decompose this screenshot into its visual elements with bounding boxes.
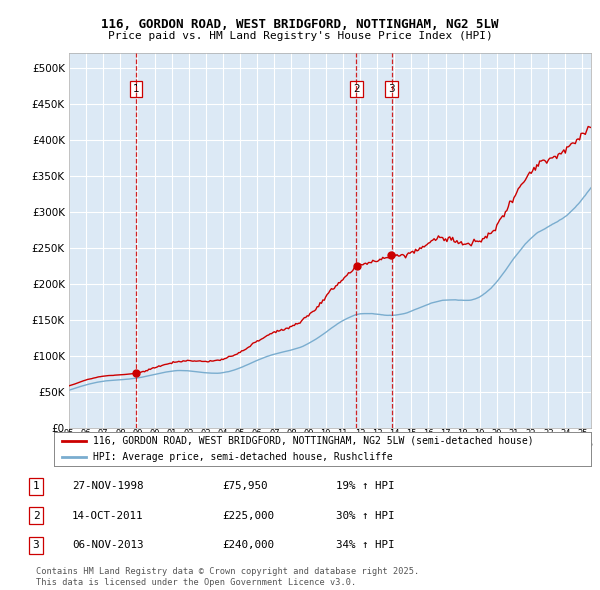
Text: 06-NOV-2013: 06-NOV-2013 (72, 540, 143, 550)
Text: 2: 2 (32, 511, 40, 520)
Text: 2: 2 (353, 84, 360, 94)
Text: 34% ↑ HPI: 34% ↑ HPI (336, 540, 395, 550)
Text: HPI: Average price, semi-detached house, Rushcliffe: HPI: Average price, semi-detached house,… (92, 452, 392, 462)
Text: This data is licensed under the Open Government Licence v3.0.: This data is licensed under the Open Gov… (36, 578, 356, 588)
Text: 116, GORDON ROAD, WEST BRIDGFORD, NOTTINGHAM, NG2 5LW (semi-detached house): 116, GORDON ROAD, WEST BRIDGFORD, NOTTIN… (92, 436, 533, 446)
Text: £225,000: £225,000 (222, 511, 274, 520)
Text: £240,000: £240,000 (222, 540, 274, 550)
Text: 3: 3 (32, 540, 40, 550)
Text: £75,950: £75,950 (222, 481, 268, 491)
Text: Price paid vs. HM Land Registry's House Price Index (HPI): Price paid vs. HM Land Registry's House … (107, 31, 493, 41)
Text: 27-NOV-1998: 27-NOV-1998 (72, 481, 143, 491)
Text: 19% ↑ HPI: 19% ↑ HPI (336, 481, 395, 491)
Text: 3: 3 (388, 84, 395, 94)
Text: 116, GORDON ROAD, WEST BRIDGFORD, NOTTINGHAM, NG2 5LW: 116, GORDON ROAD, WEST BRIDGFORD, NOTTIN… (101, 18, 499, 31)
Text: 30% ↑ HPI: 30% ↑ HPI (336, 511, 395, 520)
Text: 1: 1 (133, 84, 139, 94)
Text: 1: 1 (32, 481, 40, 491)
Text: 14-OCT-2011: 14-OCT-2011 (72, 511, 143, 520)
Text: Contains HM Land Registry data © Crown copyright and database right 2025.: Contains HM Land Registry data © Crown c… (36, 566, 419, 576)
